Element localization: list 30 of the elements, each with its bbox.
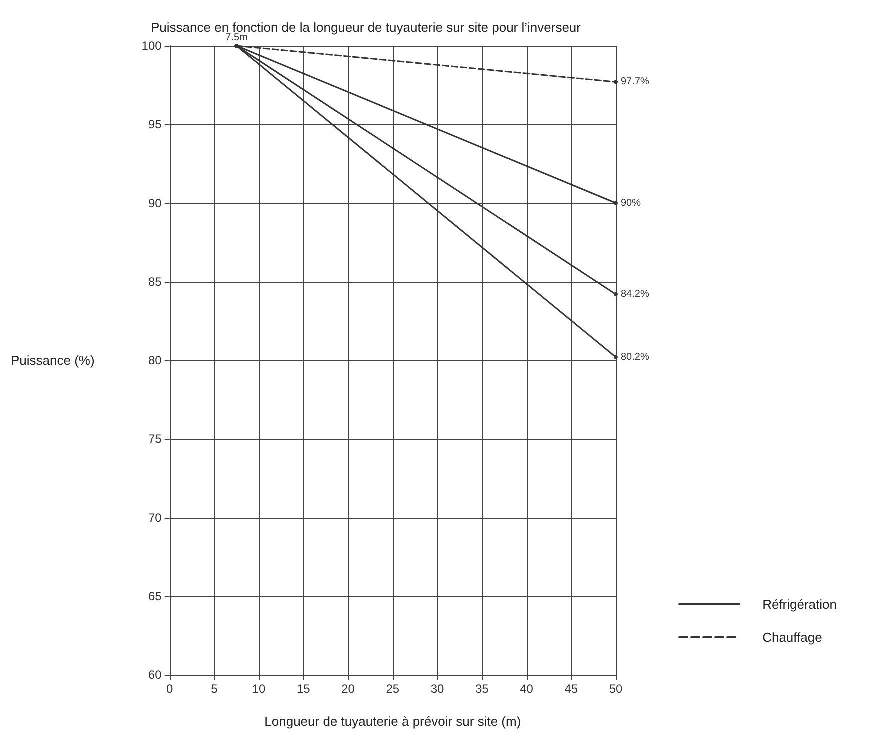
annotation: 7.5m xyxy=(226,32,248,44)
x-tick-label: 40 xyxy=(520,682,534,696)
data-label: 97.7% xyxy=(621,76,650,88)
x-tick-label: 0 xyxy=(166,682,174,696)
legend-label: Chauffage xyxy=(762,630,822,645)
x-tick-label: 30 xyxy=(430,682,445,696)
y-tick-label: 95 xyxy=(148,118,162,132)
y-tick-label: 70 xyxy=(148,510,162,525)
x-tick-label: 20 xyxy=(342,682,356,696)
x-tick-label: 25 xyxy=(386,682,400,696)
y-tick-label: 65 xyxy=(148,589,162,604)
x-tick-label: 50 xyxy=(609,682,623,696)
x-tick-label: 5 xyxy=(211,682,218,696)
y-tick-label: 60 xyxy=(148,668,162,682)
data-label: 80.2% xyxy=(621,352,650,363)
legend-label: Réfrigération xyxy=(762,597,838,612)
y-tick-label: 90 xyxy=(148,196,162,210)
y-tick-label: 85 xyxy=(148,274,162,289)
x-tick-label: 45 xyxy=(564,682,578,696)
x-tick-label: 15 xyxy=(296,682,311,696)
y-tick-label: 75 xyxy=(148,432,162,446)
data-label: 84.2% xyxy=(621,288,650,300)
x-axis-title: Longueur de tuyauterie à prévoir sur site (m) xyxy=(264,714,522,729)
y-tick-label: 80 xyxy=(148,354,162,368)
chart-title: Puissance en fonction de la longueur de tuyauterie sur site pour l’inverseur xyxy=(151,20,582,35)
y-axis-title: Puissance (%) xyxy=(10,353,95,368)
x-tick-label: 10 xyxy=(252,682,266,696)
x-tick-label: 35 xyxy=(475,682,490,696)
data-label: 90% xyxy=(621,198,642,209)
y-tick-label: 100 xyxy=(142,39,162,53)
